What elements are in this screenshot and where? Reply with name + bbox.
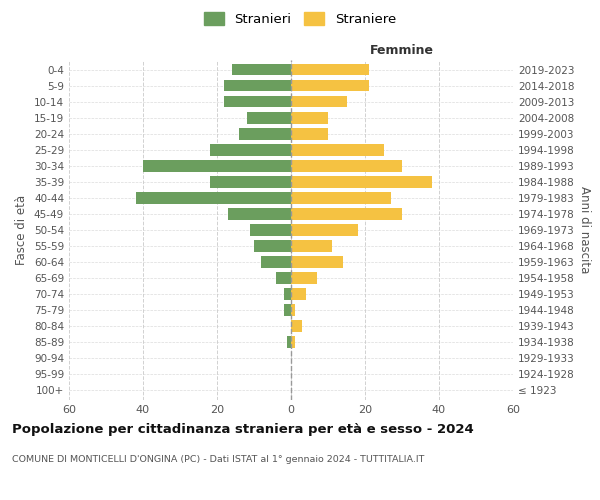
Bar [291,304,295,316]
Bar [291,192,391,203]
Bar [209,144,291,156]
Bar [284,304,291,316]
Bar [276,272,291,284]
Bar [232,64,291,76]
Bar [291,112,328,124]
Text: COMUNE DI MONTICELLI D'ONGINA (PC) - Dati ISTAT al 1° gennaio 2024 - TUTTITALIA.: COMUNE DI MONTICELLI D'ONGINA (PC) - Dat… [12,455,424,464]
Y-axis label: Fasce di età: Fasce di età [16,195,28,265]
Bar [254,240,291,252]
Bar [287,336,291,348]
Bar [291,96,347,108]
Bar [228,208,291,220]
Text: Femmine: Femmine [370,44,434,57]
Bar [262,256,291,268]
Bar [143,160,291,172]
Bar [291,208,402,220]
Bar [239,128,291,140]
Bar [291,272,317,284]
Bar [291,320,302,332]
Y-axis label: Anni di nascita: Anni di nascita [578,186,591,274]
Bar [224,96,291,108]
Bar [291,176,431,188]
Bar [247,112,291,124]
Bar [136,192,291,203]
Bar [291,160,402,172]
Text: Popolazione per cittadinanza straniera per età e sesso - 2024: Popolazione per cittadinanza straniera p… [12,422,474,436]
Bar [291,288,306,300]
Bar [291,336,295,348]
Bar [291,128,328,140]
Bar [224,80,291,92]
Bar [291,80,368,92]
Bar [291,144,383,156]
Bar [291,64,368,76]
Legend: Stranieri, Straniere: Stranieri, Straniere [199,6,401,32]
Bar [291,224,358,236]
Bar [284,288,291,300]
Bar [291,240,332,252]
Bar [291,256,343,268]
Bar [209,176,291,188]
Bar [250,224,291,236]
